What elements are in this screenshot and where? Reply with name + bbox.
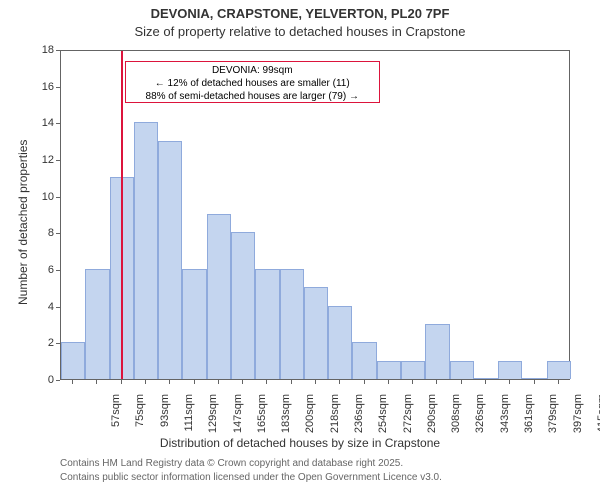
histogram-bar <box>231 232 255 379</box>
y-tick-label: 18 <box>32 44 54 56</box>
y-tick-mark <box>56 160 60 161</box>
x-tick-label: 218sqm <box>329 394 341 444</box>
x-tick-mark <box>436 380 437 384</box>
x-tick-label: 165sqm <box>256 394 268 444</box>
x-tick-mark <box>388 380 389 384</box>
y-axis-label: Number of detached properties <box>16 140 30 305</box>
footer-line1: Contains HM Land Registry data © Crown c… <box>60 458 403 469</box>
y-tick-mark <box>56 123 60 124</box>
y-tick-mark <box>56 50 60 51</box>
histogram-bar <box>498 361 522 379</box>
y-tick-label: 14 <box>32 117 54 129</box>
x-tick-label: 415sqm <box>596 394 600 444</box>
y-tick-mark <box>56 233 60 234</box>
y-tick-label: 12 <box>32 154 54 166</box>
x-tick-label: 147sqm <box>232 394 244 444</box>
histogram-bar <box>134 122 158 379</box>
plot-area: DEVONIA: 99sqm ← 12% of detached houses … <box>60 50 570 380</box>
callout-line1: DEVONIA: 99sqm <box>130 64 375 77</box>
x-tick-label: 361sqm <box>523 394 535 444</box>
y-tick-label: 10 <box>32 191 54 203</box>
x-tick-label: 254sqm <box>377 394 389 444</box>
x-tick-label: 57sqm <box>110 394 122 444</box>
x-tick-mark <box>364 380 365 384</box>
callout-line2: ← 12% of detached houses are smaller (11… <box>130 77 375 90</box>
histogram-bar <box>328 306 352 379</box>
x-tick-mark <box>242 380 243 384</box>
callout-line3: 88% of semi-detached houses are larger (… <box>130 90 375 103</box>
x-tick-label: 129sqm <box>207 394 219 444</box>
x-tick-label: 290sqm <box>426 394 438 444</box>
histogram-bar <box>352 342 376 379</box>
x-tick-label: 343sqm <box>499 394 511 444</box>
x-tick-mark <box>412 380 413 384</box>
footer-line2: Contains public sector information licen… <box>60 472 442 483</box>
x-tick-mark <box>121 380 122 384</box>
y-tick-label: 16 <box>32 81 54 93</box>
x-tick-label: 236sqm <box>353 394 365 444</box>
y-tick-mark <box>56 307 60 308</box>
x-tick-mark <box>218 380 219 384</box>
x-tick-label: 308sqm <box>450 394 462 444</box>
y-tick-label: 2 <box>32 337 54 349</box>
x-tick-mark <box>339 380 340 384</box>
reference-line <box>121 51 123 379</box>
histogram-bar <box>304 287 328 379</box>
x-tick-mark <box>534 380 535 384</box>
histogram-bar <box>474 378 498 379</box>
x-tick-mark <box>169 380 170 384</box>
x-tick-label: 379sqm <box>547 394 559 444</box>
x-tick-mark <box>558 380 559 384</box>
histogram-bar <box>85 269 109 379</box>
histogram-bar <box>61 342 85 379</box>
histogram-bar <box>522 378 546 379</box>
histogram-bar <box>280 269 304 379</box>
x-tick-label: 397sqm <box>572 394 584 444</box>
x-tick-mark <box>266 380 267 384</box>
x-tick-mark <box>145 380 146 384</box>
x-tick-mark <box>509 380 510 384</box>
y-tick-mark <box>56 87 60 88</box>
x-tick-label: 183sqm <box>280 394 292 444</box>
histogram-bar <box>377 361 401 379</box>
histogram-bar <box>425 324 449 379</box>
histogram-bar <box>401 361 425 379</box>
chart-subtitle: Size of property relative to detached ho… <box>0 24 600 39</box>
histogram-bar <box>207 214 231 379</box>
x-tick-mark <box>194 380 195 384</box>
histogram-bar <box>158 141 182 379</box>
histogram-bar <box>182 269 206 379</box>
histogram-bar <box>547 361 571 379</box>
y-tick-label: 0 <box>32 374 54 386</box>
x-tick-label: 111sqm <box>183 394 195 444</box>
x-tick-label: 200sqm <box>304 394 316 444</box>
x-tick-label: 93sqm <box>159 394 171 444</box>
chart-title: DEVONIA, CRAPSTONE, YELVERTON, PL20 7PF <box>0 6 600 21</box>
x-tick-mark <box>72 380 73 384</box>
y-tick-label: 6 <box>32 264 54 276</box>
y-tick-mark <box>56 197 60 198</box>
y-tick-label: 8 <box>32 227 54 239</box>
x-tick-mark <box>96 380 97 384</box>
x-tick-label: 326sqm <box>474 394 486 444</box>
x-tick-mark <box>485 380 486 384</box>
histogram-bar <box>450 361 474 379</box>
x-tick-mark <box>461 380 462 384</box>
histogram-bar <box>255 269 279 379</box>
y-tick-mark <box>56 343 60 344</box>
y-tick-label: 4 <box>32 301 54 313</box>
y-tick-mark <box>56 270 60 271</box>
y-tick-mark <box>56 380 60 381</box>
x-tick-mark <box>315 380 316 384</box>
callout-box: DEVONIA: 99sqm ← 12% of detached houses … <box>125 61 380 103</box>
x-tick-mark <box>291 380 292 384</box>
x-tick-label: 272sqm <box>402 394 414 444</box>
x-tick-label: 75sqm <box>134 394 146 444</box>
